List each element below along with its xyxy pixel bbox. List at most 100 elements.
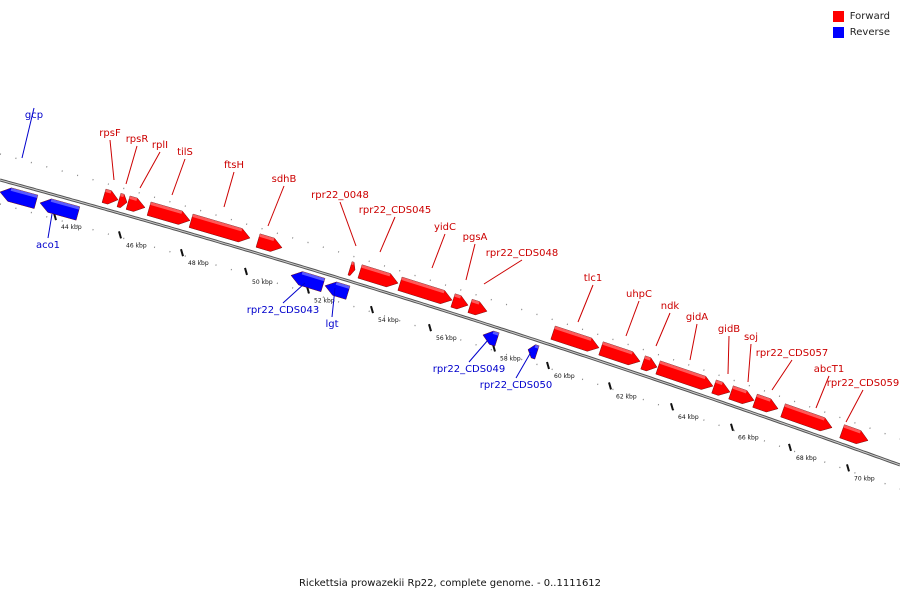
gene-rpr22_CDS043-sheen [301,271,326,282]
gene-rpr22_CDS059-shape [839,424,869,444]
gene-rpr22_CDS045 [357,264,399,288]
gene-ftsH-shape [188,213,251,243]
scale-tick-label: 54 kbp [378,317,399,324]
legend-forward-label: Forward [849,10,890,22]
gene-rpr22_CDS049 [482,330,500,347]
gene-tilS-shape [146,201,191,225]
gene-tilS-sheen [150,201,183,214]
gene-uhpC-shape [598,341,641,366]
gene-label-yidC: yidC [434,222,456,233]
gene-sdhB-shape [255,233,283,252]
gene-label-rplI: rplI [152,140,168,151]
gene-leader-sdhB [267,185,285,227]
gene-label-rpr22_CDS045: rpr22_CDS045 [359,205,431,216]
gene-leader-ftsH [223,171,235,208]
gene-rpr22_CDS048 [467,298,488,316]
scale-tick-label: 62 kbp [616,393,637,400]
scale-tick [846,464,850,472]
gene-leader-rpr22_CDS045 [379,216,396,253]
gene-rplI-sheen [129,195,138,201]
gene-leader-uhpC [625,300,640,337]
gene-ftsH [188,213,251,243]
gene-rpsR-sheen [120,193,125,198]
gene-rpr22_CDS049-shape [482,330,500,347]
gene-rpsR-shape [116,193,128,208]
scale-tick-label: 70 kbp [854,475,875,482]
gene-gcp-sheen [50,198,80,210]
gene-rpr22_0048-sheen [351,261,355,266]
gene-leader-rpsF [109,139,115,181]
gene-leader-rpr22_CDS048 [483,259,523,285]
gene-rpsF-sheen [105,189,112,194]
backbone-highlight [0,179,900,466]
gene-gcp [39,198,81,221]
gene-label-rpr22_CDS050: rpr22_CDS050 [480,380,552,391]
gene-rpr22_CDS057-shape [752,393,779,413]
gene-ndk [640,355,658,372]
legend-forward-swatch [832,10,844,22]
gene-leader-rpsR [125,145,138,185]
gene-leader-rpr22_CDS059 [845,389,864,423]
scale-tick-label: 48 kbp [188,260,209,267]
scale-tick-label: 68 kbp [796,455,817,462]
scale-tick [730,423,734,432]
scale-tick-label: 52 kbp [314,298,335,305]
legend: Forward Reverse [832,8,890,40]
map-caption: Rickettsia prowazekii Rp22, complete gen… [298,578,602,589]
gene-yidC [397,276,453,304]
gene-label-rpr22_CDS043: rpr22_CDS043 [247,305,319,316]
gene-label-sdhB: sdhB [272,174,297,185]
gene-leader-rpr22_CDS043 [282,282,306,304]
gene-label-gidA: gidA [686,312,708,323]
gene-pgsA-sheen [454,293,462,299]
gene-rpr22_CDS050-sheen [534,344,540,349]
gene-gidB [711,379,731,396]
gene-rpr22_0048 [347,261,356,276]
gene-uhpC-sheen [602,341,633,355]
gene-tilS [146,201,191,225]
legend-reverse-label: Reverse [849,26,890,38]
gene-label-rpr22_CDS048: rpr22_CDS048 [486,248,558,259]
gene-rpsF-shape [101,188,119,205]
legend-reverse: Reverse [832,24,890,40]
gene-sdhB-sheen [259,233,275,241]
gene-label-rpr22_CDS057: rpr22_CDS057 [756,348,828,359]
gene-gidB-sheen [715,379,723,386]
scale-tick-label: 58 kbp [500,356,521,363]
gene-leader-rpr22_CDS050 [515,351,532,379]
gene-rpr22_CDS045-sheen [361,264,391,277]
scale-tick-label: 60 kbp [554,373,575,380]
scale-tick-label: 44 kbp [61,224,82,231]
legend-forward: Forward [832,8,890,24]
gene-sdhB [255,233,283,252]
gene-pgsA-shape [450,293,469,310]
gene-rpr22_CDS059-sheen [843,424,861,434]
gene-leader-yidC [431,233,446,269]
gene-rplI [125,195,146,212]
gene-rpr22_CDS059 [839,424,869,444]
gene-pgsA [450,293,469,310]
scale-tick [608,382,612,390]
gene-soj [728,385,755,404]
scale-tick [428,323,432,332]
gene-gidA [655,360,714,390]
gene-leader-gidB [727,335,730,375]
scale-tick [546,361,550,370]
gene-tlc1-sheen [554,325,592,341]
gene-rpr22_0048-shape [347,261,356,276]
gene-soj-sheen [732,385,747,394]
gene-label-aco1: aco1 [36,240,60,251]
scale-tick-label: 46 kbp [126,242,147,249]
gene-aco1 [0,187,39,209]
gene-lgt-shape [324,281,351,300]
gene-rpr22_CDS043-shape [290,271,326,292]
gene-label-ftsH: ftsH [224,160,244,171]
gene-label-rpr22_CDS049: rpr22_CDS049 [433,364,505,375]
gene-lgt [324,281,351,300]
gene-label-rpsR: rpsR [126,134,149,145]
gene-label-pgsA: pgsA [463,232,488,243]
gene-leader-rplI [139,151,161,189]
scale-tick-label: 64 kbp [678,414,699,421]
gene-leader-pgsA [465,243,476,281]
gene-gidA-sheen [659,360,706,380]
